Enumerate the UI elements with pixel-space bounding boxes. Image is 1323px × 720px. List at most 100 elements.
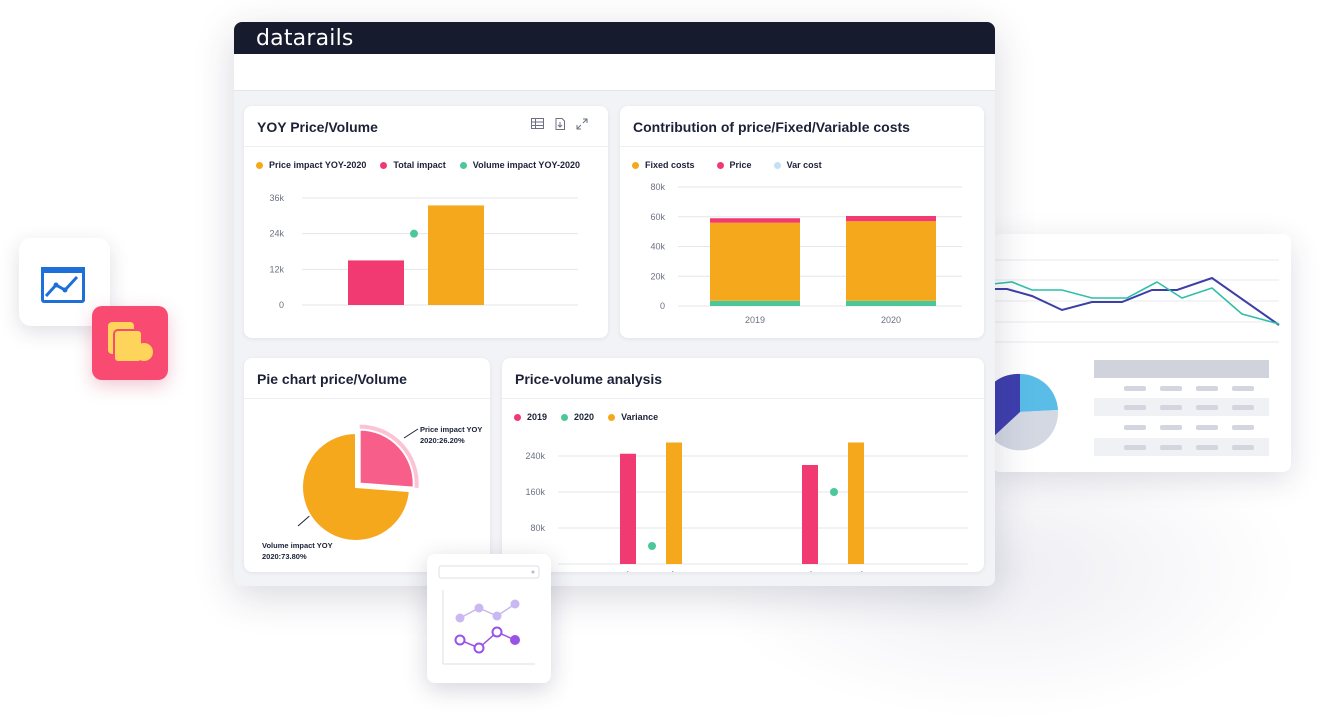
y-tick-label: 24k xyxy=(269,229,284,239)
card-actions xyxy=(531,118,588,130)
legend-item: Price xyxy=(716,160,752,170)
widget-point xyxy=(492,611,502,621)
trend-summary-graphics xyxy=(992,259,1280,456)
y-tick-label: 240k xyxy=(525,451,545,461)
legend-label: Price impact YOY-2020 xyxy=(269,160,367,170)
scatter-widget-graphics xyxy=(438,565,540,665)
data-point-2020 xyxy=(648,542,656,550)
y-tick-label: 12k xyxy=(269,264,284,274)
price-volume-analysis-card: Price-volume analysis 2019 2020 Variance… xyxy=(502,358,984,572)
widget-point xyxy=(510,635,520,645)
y-tick-label: 0 xyxy=(660,301,665,311)
bar-total-impact xyxy=(348,260,404,305)
table-header-placeholder xyxy=(1094,360,1269,378)
bar-variance xyxy=(848,442,864,564)
stacked-bar-var-cost xyxy=(846,300,936,306)
legend-dot xyxy=(632,161,639,169)
card-title: YOY Price/Volume xyxy=(257,119,378,135)
yoy-bar-chart: 36k 24k 12k 0 xyxy=(269,193,578,310)
legend-label: Fixed costs xyxy=(645,160,695,170)
pie-slice-navy xyxy=(992,373,1020,438)
y-tick-label: 80k xyxy=(530,523,545,533)
x-tick-label: 2019 xyxy=(745,315,765,325)
stacked-bar-var-cost xyxy=(710,300,800,306)
line-chart-icon xyxy=(41,267,85,303)
legend-label: 2020 xyxy=(574,412,595,422)
y-tick-label: 160k xyxy=(525,487,545,497)
x-tick-label: Price - 2020 Volume xyxy=(619,570,689,572)
card-title: Price-volume analysis xyxy=(515,371,663,387)
chart-legend: Price impact YOY-2020 Total impact Volum… xyxy=(256,160,580,170)
legend-item: Total impact xyxy=(380,160,446,170)
widget-dot-icon xyxy=(531,570,535,574)
documents-app-tile[interactable] xyxy=(92,306,168,380)
x-tick-label: 2020 xyxy=(881,315,901,325)
legend-dot xyxy=(608,413,616,421)
pie-label-price-line1: Price impact YOY xyxy=(420,425,482,434)
pie-slice-blue xyxy=(1020,373,1058,412)
stacked-bar-price xyxy=(710,218,800,223)
data-point-2020 xyxy=(830,488,838,496)
datarails-logo: datarails xyxy=(256,25,354,51)
trend-line-series-b xyxy=(992,281,1280,325)
legend-item: 2019 xyxy=(514,412,547,422)
pie-label-volume-line2: 2020:73.80% xyxy=(262,552,307,561)
stacked-bar-fixed-costs xyxy=(710,222,800,301)
contribution-stacked-chart: 80k 60k 40k 20k 0 2019 2020 xyxy=(650,182,962,325)
pie-label-volume-line1: Volume impact YOY xyxy=(262,541,333,550)
pie-chart-card: Pie chart price/Volume Price impact YOY … xyxy=(244,358,490,572)
legend-item: Fixed costs xyxy=(632,160,695,170)
legend-item: Var cost xyxy=(773,160,822,170)
card-title: Pie chart price/Volume xyxy=(257,371,407,387)
trend-line-series-a xyxy=(992,276,1280,326)
bar-2019 xyxy=(802,465,818,564)
widget-point xyxy=(474,603,484,613)
legend-dot xyxy=(716,161,724,169)
legend-label: Volume impact YOY-2020 xyxy=(472,160,580,170)
legend-item: Price impact YOY-2020 xyxy=(256,160,366,170)
y-tick-label: 60k xyxy=(650,212,665,222)
documents-icon xyxy=(108,322,153,363)
x-tick-label: Volume - 2020 Price xyxy=(801,570,871,572)
stacked-bar-fixed-costs xyxy=(846,221,936,301)
card-title: Contribution of price/Fixed/Variable cos… xyxy=(633,119,910,135)
widget-point xyxy=(491,626,503,638)
widget-line-light xyxy=(459,603,516,619)
chart-legend: 2019 2020 Variance xyxy=(514,412,658,422)
y-tick-label: 36k xyxy=(269,193,284,203)
y-tick-label: 0 xyxy=(279,300,284,310)
download-icon[interactable] xyxy=(554,118,566,130)
legend-dot xyxy=(380,161,388,169)
legend-dot xyxy=(459,161,467,169)
scatter-widget[interactable] xyxy=(427,554,551,683)
table-cell-placeholders xyxy=(1124,386,1254,450)
legend-label: 2019 xyxy=(527,412,548,422)
pie-label-price-line2: 2020:26.20% xyxy=(420,436,465,445)
dashboard-window: datarails YOY Price/Volume Price impact … xyxy=(234,22,995,586)
bar-price-impact-yoy-2020 xyxy=(428,205,484,305)
legend-label: Var cost xyxy=(786,160,822,170)
divider xyxy=(244,146,608,147)
widget-point xyxy=(455,613,465,623)
widget-point xyxy=(510,599,520,609)
trend-summary-window xyxy=(992,234,1291,472)
pie-label-leader xyxy=(403,428,419,439)
legend-dot xyxy=(561,413,569,421)
table-icon[interactable] xyxy=(531,118,544,130)
legend-dot xyxy=(256,161,263,169)
legend-label: Total impact xyxy=(393,160,446,170)
pie-slice-price-impact xyxy=(358,428,415,489)
stacked-bar-price xyxy=(846,216,936,222)
legend-label: Variance xyxy=(621,412,659,422)
contribution-card: Contribution of price/Fixed/Variable cos… xyxy=(620,106,984,338)
chart-legend: Fixed costs Price Var cost xyxy=(632,160,822,170)
chart-app-tile[interactable] xyxy=(19,238,110,326)
legend-dot xyxy=(514,413,521,421)
legend-item: 2020 xyxy=(561,412,594,422)
expand-icon[interactable] xyxy=(576,118,588,130)
legend-item: Variance xyxy=(608,412,658,422)
yoy-price-volume-card: YOY Price/Volume Price impact YOY-2020 T… xyxy=(244,106,608,338)
dashboard-toolbar xyxy=(234,54,995,91)
divider xyxy=(502,398,984,399)
divider xyxy=(244,398,490,399)
